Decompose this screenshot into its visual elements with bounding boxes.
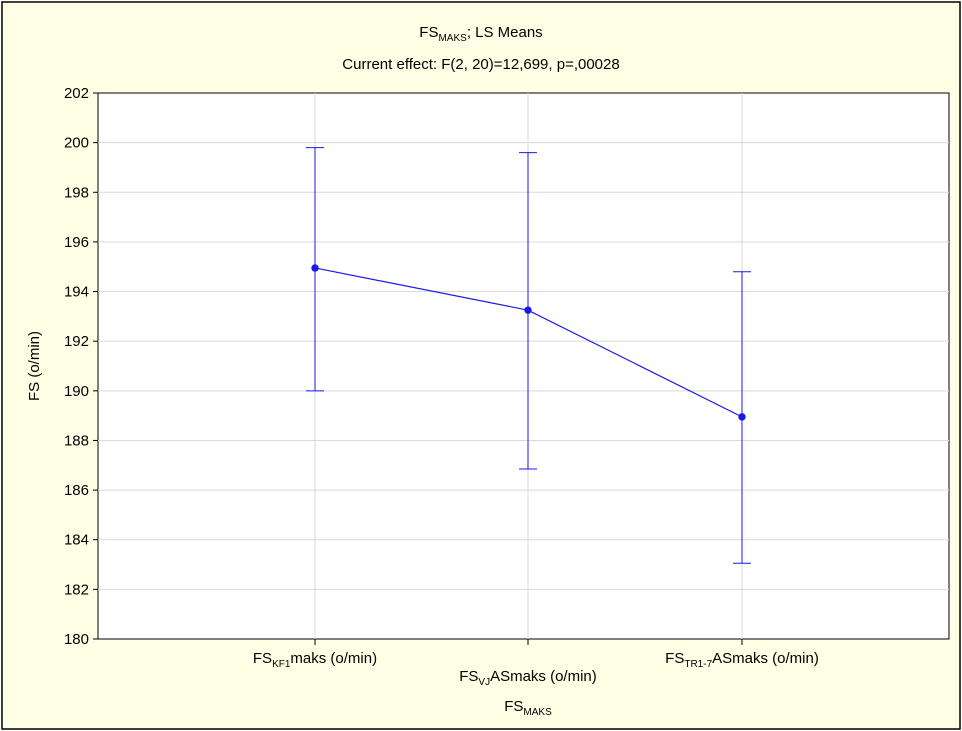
chart-title-rest: ; LS Means [467, 24, 543, 41]
x-axis-label-subscript: MAKS [523, 707, 552, 718]
chart-title-main: FS [419, 24, 438, 41]
data-point [524, 306, 532, 314]
x-tick-label: FSVJASmaks (o/min) [459, 668, 597, 688]
y-tick-label: 196 [64, 234, 89, 251]
y-tick-label: 180 [64, 631, 89, 648]
y-tick-label: 188 [64, 432, 89, 449]
x-tick-label-rest: maks (o/min) [290, 650, 377, 667]
x-tick-label-main: FS [459, 668, 478, 685]
x-tick-label: FSKF1maks (o/min) [253, 650, 377, 670]
y-tick-label: 198 [64, 184, 89, 201]
x-tick-label-sub: TR1-7 [684, 659, 712, 670]
data-point [311, 264, 319, 272]
x-tick-label-sub: KF1 [272, 659, 291, 670]
x-tick-label-sub: VJ [478, 677, 490, 688]
x-tick-label: FSTR1-7ASmaks (o/min) [665, 650, 819, 670]
chart-subtitle: Current effect: F(2, 20)=12,699, p=,0002… [342, 56, 619, 73]
y-tick-label: 182 [64, 581, 89, 598]
chart-title-subscript: MAKS [438, 33, 467, 44]
x-axis-label: FSMAKS [504, 698, 552, 718]
y-tick-label: 184 [64, 532, 89, 549]
y-tick-label: 194 [64, 284, 89, 301]
x-tick-label-main: FS [253, 650, 272, 667]
data-point [738, 413, 746, 421]
y-tick-label: 186 [64, 482, 89, 499]
y-tick-label: 190 [64, 383, 89, 400]
series-layer [306, 147, 751, 564]
grid-lines [98, 93, 949, 639]
x-tick-label-main: FS [665, 650, 684, 667]
x-tick-label-rest: ASmaks (o/min) [490, 668, 597, 685]
y-axis-label: FS (o/min) [26, 331, 43, 401]
y-axis: 180 182 184 186 188 190 192 194 196 198 200 202 [64, 85, 98, 648]
x-axis: FSKF1maks (o/min)FSVJASmaks (o/min)FSTR1… [253, 639, 819, 688]
y-tick-label: 202 [64, 85, 89, 102]
x-axis-label-main: FS [504, 698, 523, 715]
y-tick-label: 200 [64, 135, 89, 152]
plot-area [97, 92, 950, 640]
chart-title: FSMAKS; LS Means [419, 24, 542, 44]
y-tick-label: 192 [64, 333, 89, 350]
x-tick-label-rest: ASmaks (o/min) [712, 650, 819, 667]
